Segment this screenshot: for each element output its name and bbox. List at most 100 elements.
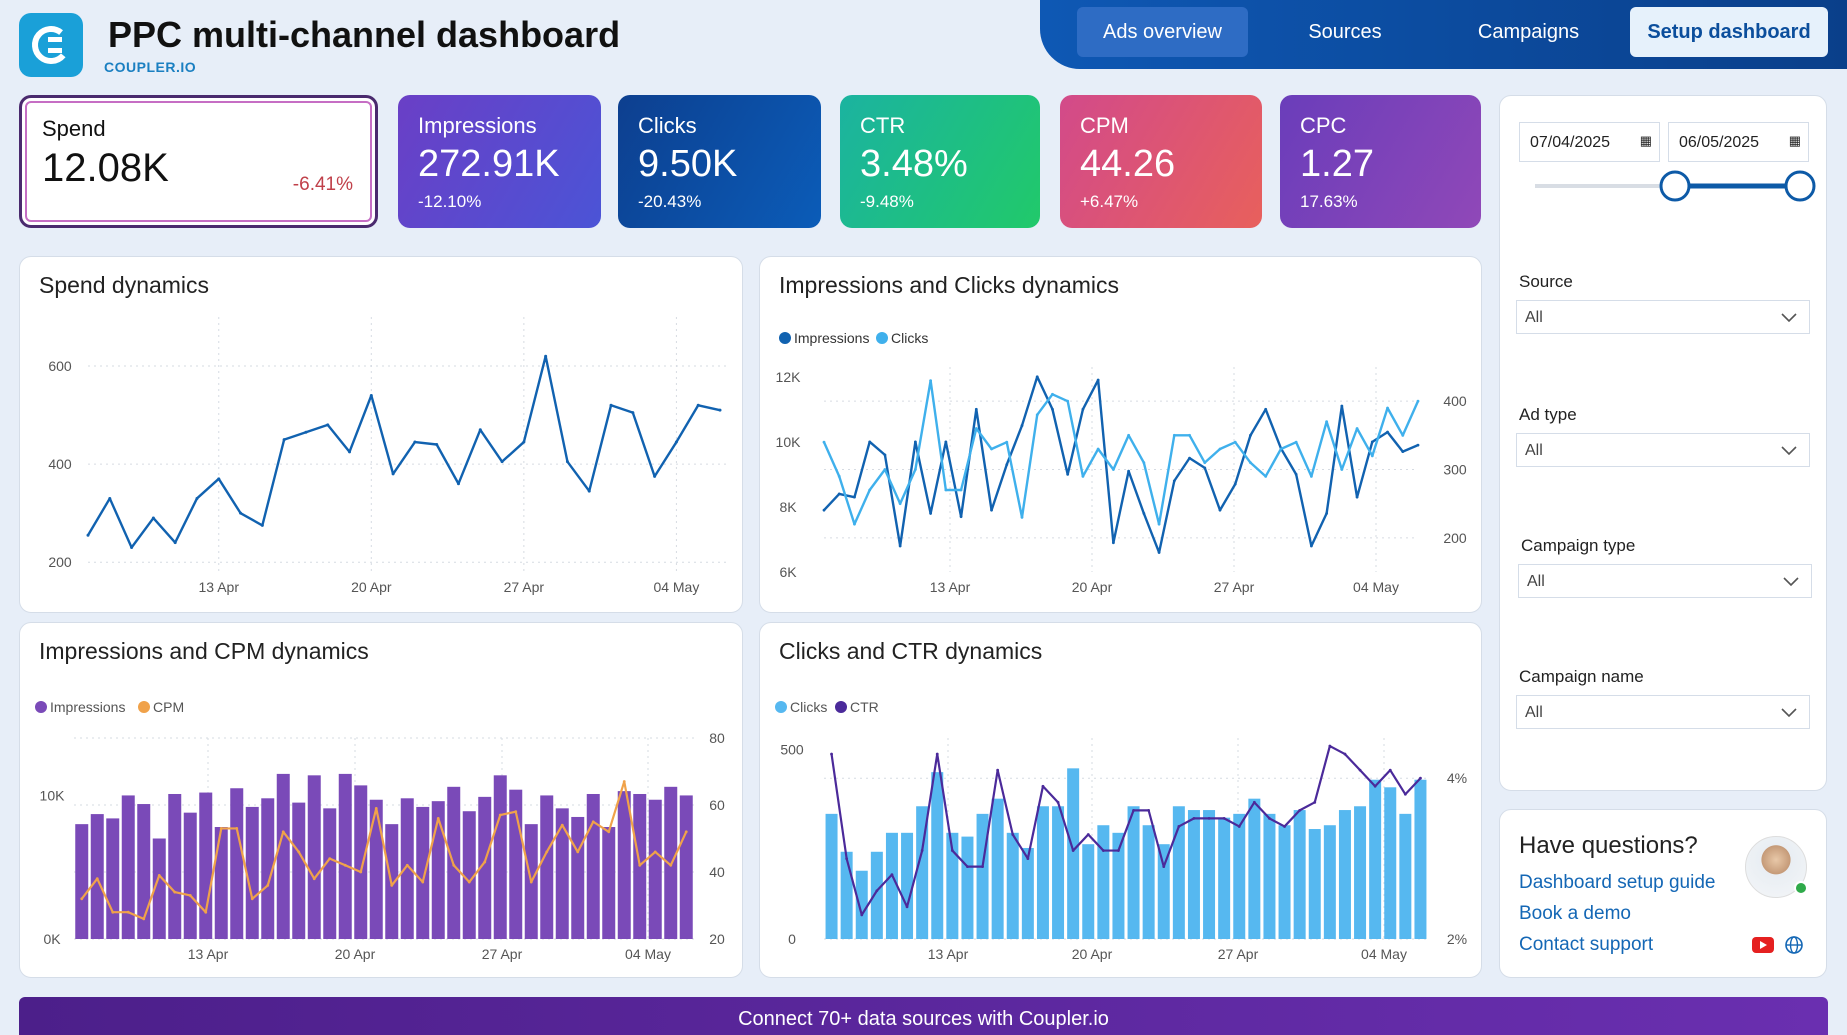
campaign-type-select[interactable]: All [1518,564,1812,598]
clicks-bar [885,832,898,939]
legend-label: CTR [850,699,879,715]
impressions-point [1051,407,1054,411]
ctr-point [830,752,833,756]
impressions-point [868,440,872,444]
clicks-bar [931,772,944,939]
date-range-slider[interactable] [1530,168,1820,204]
clicks-point [1142,461,1146,465]
impressions-point [1142,512,1146,515]
clicks-bar [870,851,883,939]
impressions-point [1264,407,1268,411]
globe-icon[interactable] [1784,935,1804,955]
date-to-input[interactable]: 06/05/2025 ▦ [1668,122,1809,162]
x-tick-label: 27 Apr [482,946,523,962]
source-select[interactable]: All [1516,300,1810,334]
impressions-cpm-chart: Impressions CPM 20 40 60 80 0K 10K 13 Apr 20 Apr 2… [35,699,725,962]
clicks-point [1081,474,1085,478]
legend-label: Clicks [790,699,827,715]
clicks-point [822,440,826,444]
chevron-down-icon [1781,446,1797,456]
page-title: PPC multi-channel dashboard [108,14,621,55]
kpi-spend[interactable]: Spend 12.08K -6.41% [19,95,378,228]
cpm-point [684,830,688,834]
spend-point [413,440,417,444]
impressions-point [1416,443,1420,447]
impressions-point [822,508,826,512]
spend-point [391,472,395,476]
impressions-point [1294,472,1298,476]
kpi-impressions[interactable]: Impressions 272.91K -12.10% [398,95,601,228]
spend-point [369,393,373,397]
setup-dashboard-button[interactable]: Setup dashboard [1630,7,1828,57]
cpm-point [219,827,223,830]
impressions-bar [617,791,631,939]
ctr-point [1388,768,1392,772]
kpi-clicks[interactable]: Clicks 9.50K -20.43% [618,95,821,228]
spend-point [86,533,90,537]
clicks-point [868,488,872,492]
clicks-point [1020,515,1024,519]
cpm-point [421,880,425,884]
impressions-point [913,440,917,444]
clicks-bar [1399,813,1412,939]
ctr-point [1328,744,1332,748]
x-tick-label: 13 Apr [199,579,240,595]
impressions-point [1355,495,1359,499]
coupler-logo-icon [32,26,70,64]
cpm-point [266,884,270,887]
ctr-point [905,905,909,909]
clicks-bar [916,806,929,939]
kpi-cpm[interactable]: CPM 44.26 +6.47% [1060,95,1262,228]
impressions-bar [90,814,104,939]
legend-marker [775,701,787,713]
kpi-ctr[interactable]: CTR 3.48% -9.48% [840,95,1040,228]
impressions-bar [168,793,182,939]
y-left-tick-label: 10K [40,787,66,803]
ctr-point [966,865,969,869]
ctr-point [1373,784,1377,788]
spend-point [435,443,439,446]
clicks-point [913,468,917,471]
book-demo-link[interactable]: Book a demo [1519,903,1631,924]
contact-support-link[interactable]: Contact support [1519,934,1654,955]
impressions-point [883,453,887,457]
impressions-point [990,508,993,512]
cpm-point [173,890,177,894]
chart-title: Spend dynamics [39,272,210,298]
date-from-input[interactable]: 07/04/2025 ▦ [1519,122,1660,162]
impressions-bar [540,795,554,939]
clicks-point [944,488,948,492]
impressions-bar [276,773,290,939]
impressions-point [1370,440,1374,444]
campaign-name-select[interactable]: All [1516,695,1810,729]
y-right-tick-label: 2% [1447,931,1467,947]
x-tick-label: 20 Apr [1072,579,1113,595]
kpi-cpc[interactable]: CPC 1.27 17.63% [1280,95,1481,228]
legend-label: Clicks [891,330,928,346]
clicks-point [1294,440,1298,444]
kpi-value: 44.26 [1080,143,1176,185]
impressions-bar [555,808,569,939]
tab-ads-overview[interactable]: Ads overview [1077,7,1248,57]
kpi-change: -6.41% [292,174,353,195]
dashboard-setup-guide-link[interactable]: Dashboard setup guide [1519,872,1716,893]
clicks-bar [1172,806,1185,939]
clicks-bar [855,870,868,939]
cpm-point [545,850,549,854]
ctr-point [981,865,984,869]
chart-title: Impressions and CPM dynamics [39,638,369,664]
connect-sources-banner[interactable]: Connect 70+ data sources with Coupler.io [19,997,1828,1035]
impressions-point [944,440,948,444]
clicks-bar [1082,844,1095,939]
tab-campaigns[interactable]: Campaigns [1477,20,1580,43]
clicks-point [898,502,902,506]
x-tick-label: 27 Apr [1214,579,1255,595]
brand-name: COUPLER.IO [104,59,197,75]
youtube-icon[interactable] [1751,936,1775,954]
tab-sources[interactable]: Sources [1308,20,1382,43]
x-tick-label: 20 Apr [335,946,376,962]
y-right-tick-label: 4% [1447,770,1467,786]
impressions-point [974,407,978,411]
x-tick-label: 04 May [653,579,699,595]
adtype-select[interactable]: All [1516,433,1810,467]
